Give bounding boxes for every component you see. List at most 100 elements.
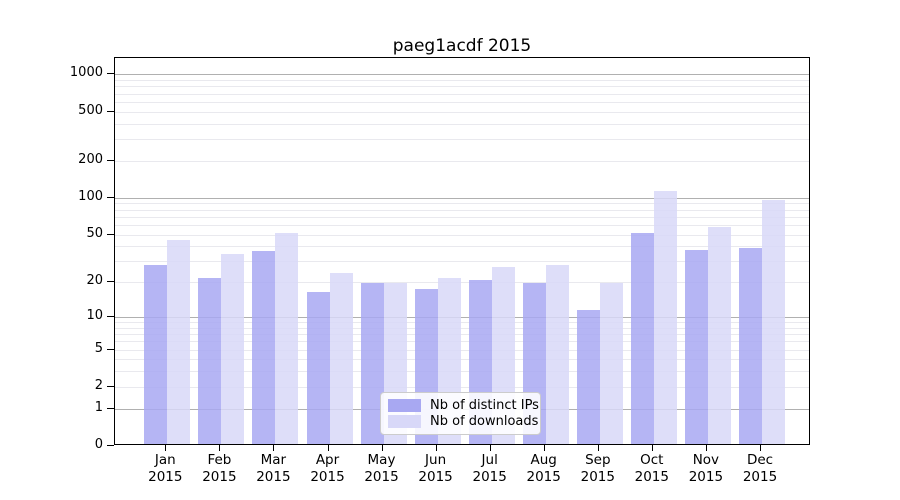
- bar-nb-of-downloads-oct-2015: [653, 190, 677, 444]
- bar-nb-of-downloads-jan-2015: [167, 240, 191, 444]
- legend-swatch-downloads: [388, 415, 421, 429]
- gridline-minor-4: [115, 359, 809, 361]
- gridline-minor-40: [115, 246, 809, 248]
- x-tick-mark-may: [381, 445, 383, 451]
- gridline-minor-80: [115, 209, 809, 211]
- gridline-minor-600: [115, 101, 809, 103]
- x-tick-year-may: 2015: [364, 469, 399, 485]
- y-tick-mark-1000: [107, 73, 114, 75]
- x-tick-year-jun: 2015: [418, 469, 453, 485]
- x-tick-year-dec: 2015: [742, 469, 778, 485]
- gridline-minor-6: [115, 341, 809, 343]
- x-tick-year-mar: 2015: [256, 469, 291, 485]
- y-tick-label-1: 1: [94, 399, 103, 415]
- gridline-minor-800: [115, 86, 809, 88]
- bar-nb-of-distinct-ips-jan-2015: [144, 264, 168, 444]
- x-tick-mark-nov: [705, 445, 707, 451]
- legend-label-distinct-ips: Nb of distinct IPs: [430, 397, 539, 413]
- y-tick-label-0: 0: [94, 437, 103, 452]
- legend-item-distinct-ips: Nb of distinct IPs: [388, 398, 539, 413]
- x-tick-label-feb: Feb 2015: [191, 452, 247, 486]
- bar-nb-of-downloads-nov-2015: [707, 227, 731, 444]
- y-tick-mark-1: [107, 407, 114, 409]
- gridline-minor-400: [115, 123, 809, 125]
- gridline-minor-50: [115, 234, 809, 236]
- bar-nb-of-distinct-ips-mar-2015: [252, 251, 276, 444]
- legend-swatch-distinct-ips: [388, 398, 421, 412]
- x-tick-mark-feb: [219, 445, 221, 451]
- bar-nb-of-downloads-feb-2015: [221, 254, 245, 444]
- y-tick-label-100: 100: [78, 188, 103, 204]
- y-tick-mark-10: [107, 316, 114, 317]
- x-tick-mark-apr: [327, 445, 329, 451]
- gridline-minor-9: [115, 322, 809, 324]
- y-tick-mark-100: [107, 196, 114, 198]
- y-tick-label-2: 2: [94, 377, 103, 393]
- gridline-minor-5: [115, 349, 809, 351]
- x-tick-label-sep: Sep 2015: [570, 452, 626, 486]
- gridline-minor-60: [115, 224, 809, 226]
- x-tick-mark-mar: [273, 445, 275, 451]
- y-tick-label-500: 500: [78, 102, 103, 118]
- bar-nb-of-downloads-mar-2015: [275, 232, 299, 444]
- legend: Nb of distinct IPs Nb of downloads: [380, 392, 541, 435]
- gridline-major-100: [115, 197, 809, 199]
- y-tick-mark-5: [107, 348, 114, 350]
- x-tick-label-jan: Jan 2015: [137, 452, 193, 486]
- bar-nb-of-distinct-ips-oct-2015: [630, 232, 654, 444]
- x-tick-year-jan: 2015: [148, 469, 183, 485]
- x-tick-label-jul: Jul 2015: [462, 452, 518, 486]
- gridline-minor-300: [115, 139, 809, 140]
- bar-nb-of-downloads-dec-2015: [762, 200, 785, 444]
- x-tick-label-apr: Apr 2015: [300, 452, 356, 486]
- x-tick-mark-aug: [543, 445, 545, 451]
- x-tick-mark-jan: [165, 445, 167, 451]
- y-tick-label-1000: 1000: [69, 65, 103, 81]
- x-tick-mark-dec: [760, 445, 761, 451]
- x-tick-label-dec: Dec 2015: [732, 452, 788, 486]
- bar-nb-of-distinct-ips-dec-2015: [739, 248, 762, 444]
- gridline-minor-90: [115, 203, 809, 205]
- x-tick-mark-jul: [489, 445, 491, 451]
- bar-nb-of-downloads-sep-2015: [599, 282, 623, 444]
- x-tick-mark-jun: [435, 445, 437, 451]
- legend-item-downloads: Nb of downloads: [388, 414, 538, 429]
- gridline-minor-3: [115, 371, 809, 373]
- bar-nb-of-downloads-apr-2015: [329, 273, 353, 444]
- gridline-minor-2: [115, 386, 809, 388]
- x-tick-year-jul: 2015: [472, 469, 507, 485]
- bar-nb-of-distinct-ips-apr-2015: [306, 291, 330, 444]
- x-tick-label-mar: Mar 2015: [245, 452, 301, 486]
- bar-nb-of-distinct-ips-may-2015: [360, 282, 384, 444]
- gridline-minor-7: [115, 334, 809, 336]
- y-tick-mark-50: [107, 233, 114, 235]
- bar-nb-of-distinct-ips-nov-2015: [684, 249, 708, 444]
- gridline-minor-30: [115, 261, 809, 263]
- gridline-minor-8: [115, 327, 809, 329]
- y-tick-mark-20: [107, 281, 114, 283]
- x-tick-mark-sep: [597, 445, 599, 451]
- x-tick-mark-oct: [651, 445, 653, 451]
- gridline-minor-500: [115, 111, 809, 113]
- x-tick-label-oct: Oct 2015: [624, 452, 680, 486]
- x-tick-year-oct: 2015: [634, 469, 669, 485]
- gridline-minor-900: [115, 80, 809, 81]
- chart-title: paeg1acdf 2015: [392, 36, 532, 56]
- legend-label-downloads: Nb of downloads: [430, 414, 539, 430]
- x-tick-year-aug: 2015: [526, 469, 561, 485]
- bar-nb-of-distinct-ips-feb-2015: [198, 277, 222, 444]
- x-tick-year-apr: 2015: [310, 469, 345, 485]
- x-tick-year-feb: 2015: [202, 469, 237, 485]
- bar-nb-of-downloads-aug-2015: [545, 264, 569, 444]
- y-tick-label-50: 50: [86, 225, 103, 241]
- y-tick-mark-0: [107, 445, 114, 446]
- y-tick-label-200: 200: [78, 151, 103, 167]
- x-tick-label-aug: Aug 2015: [516, 452, 572, 486]
- x-tick-label-jun: Jun 2015: [408, 452, 464, 486]
- x-tick-year-nov: 2015: [688, 469, 724, 485]
- gridline-minor-20: [115, 282, 809, 284]
- gridline-major-10: [115, 317, 809, 318]
- y-tick-mark-500: [107, 110, 114, 112]
- y-tick-mark-2: [107, 385, 114, 387]
